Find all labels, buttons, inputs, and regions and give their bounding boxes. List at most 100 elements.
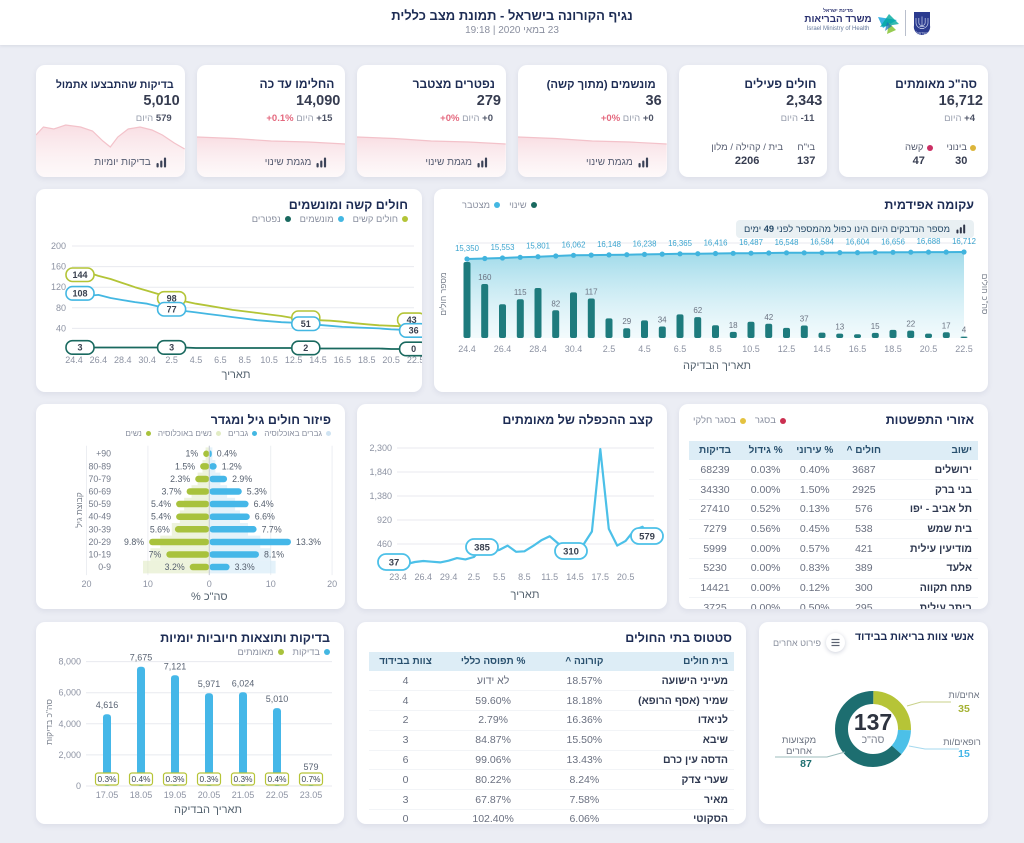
- svg-text:28.4: 28.4: [114, 355, 132, 365]
- svg-text:30.4: 30.4: [565, 344, 583, 354]
- svg-text:2.5: 2.5: [165, 355, 178, 365]
- svg-text:15,350: 15,350: [455, 244, 480, 253]
- svg-text:16,062: 16,062: [562, 240, 586, 249]
- svg-text:23.05: 23.05: [300, 790, 323, 800]
- svg-text:0: 0: [207, 579, 212, 589]
- svg-text:0.3%: 0.3%: [166, 774, 186, 784]
- svg-text:0.7%: 0.7%: [302, 774, 322, 784]
- svg-text:24.4: 24.4: [65, 355, 83, 365]
- svg-text:35: 35: [958, 703, 970, 715]
- svg-text:10.5: 10.5: [260, 355, 278, 365]
- svg-text:8.1%: 8.1%: [264, 550, 284, 560]
- svg-text:0: 0: [76, 781, 81, 791]
- svg-text:117: 117: [585, 288, 598, 297]
- svg-text:סה"כ חולים: סה"כ חולים: [980, 274, 988, 315]
- svg-text:62: 62: [693, 306, 702, 315]
- svg-text:סה"כ בדיקות: סה"כ בדיקות: [44, 699, 54, 745]
- svg-text:144: 144: [72, 270, 87, 280]
- svg-text:5.5: 5.5: [493, 572, 506, 582]
- svg-text:16,238: 16,238: [633, 239, 657, 248]
- svg-text:20.5: 20.5: [920, 344, 938, 354]
- svg-text:קבוצת גיל: קבוצת גיל: [74, 492, 84, 527]
- svg-text:20: 20: [81, 579, 91, 589]
- svg-text:20: 20: [327, 579, 337, 589]
- svg-text:98: 98: [167, 294, 177, 304]
- svg-text:21.05: 21.05: [232, 790, 255, 800]
- svg-text:0.3%: 0.3%: [234, 774, 254, 784]
- svg-text:3.2%: 3.2%: [165, 562, 185, 572]
- svg-text:ישראל: ישראל: [916, 31, 927, 36]
- svg-text:22.05: 22.05: [266, 790, 289, 800]
- svg-text:26.4: 26.4: [90, 355, 108, 365]
- svg-text:13.3%: 13.3%: [296, 537, 321, 547]
- svg-text:2.3%: 2.3%: [170, 474, 190, 484]
- svg-text:13: 13: [835, 323, 844, 332]
- svg-text:0.4%: 0.4%: [268, 774, 288, 784]
- svg-text:3: 3: [77, 343, 82, 353]
- svg-text:23.4: 23.4: [389, 572, 407, 582]
- svg-text:6.6%: 6.6%: [255, 512, 275, 522]
- svg-text:2.5: 2.5: [603, 344, 616, 354]
- svg-text:4,000: 4,000: [58, 719, 81, 729]
- svg-text:29: 29: [622, 317, 631, 326]
- svg-text:18.5: 18.5: [884, 344, 902, 354]
- svg-text:17.5: 17.5: [592, 572, 610, 582]
- svg-text:תאריך הבדיקה: תאריך הבדיקה: [683, 360, 751, 372]
- svg-text:4,616: 4,616: [96, 700, 119, 710]
- svg-text:50-59: 50-59: [89, 499, 112, 509]
- svg-text:2: 2: [303, 343, 308, 353]
- svg-text:6,000: 6,000: [58, 688, 81, 698]
- svg-text:16,487: 16,487: [739, 238, 763, 247]
- svg-text:מקצועות: מקצועות: [782, 735, 816, 746]
- svg-text:15: 15: [958, 748, 970, 760]
- svg-text:5,010: 5,010: [266, 694, 289, 704]
- svg-text:16,688: 16,688: [917, 237, 941, 246]
- svg-text:5.3%: 5.3%: [247, 487, 267, 497]
- svg-text:14.5: 14.5: [813, 344, 831, 354]
- svg-text:0.3%: 0.3%: [98, 774, 118, 784]
- svg-text:42: 42: [764, 313, 773, 322]
- svg-text:77: 77: [167, 304, 177, 314]
- svg-text:16.5: 16.5: [849, 344, 867, 354]
- svg-text:18: 18: [729, 321, 738, 330]
- svg-text:3.7%: 3.7%: [162, 487, 182, 497]
- svg-text:80-89: 80-89: [89, 461, 112, 471]
- svg-text:10.5: 10.5: [742, 344, 760, 354]
- svg-text:3.3%: 3.3%: [235, 562, 255, 572]
- svg-text:תאריך: תאריך: [222, 369, 251, 381]
- svg-text:16,148: 16,148: [597, 240, 621, 249]
- svg-text:1.2%: 1.2%: [222, 461, 242, 471]
- svg-text:10-19: 10-19: [89, 550, 112, 560]
- svg-text:2,300: 2,300: [369, 443, 392, 453]
- svg-text:60-69: 60-69: [89, 487, 112, 497]
- svg-text:80: 80: [56, 303, 66, 313]
- svg-text:15,801: 15,801: [526, 242, 550, 251]
- svg-text:310: 310: [563, 546, 579, 557]
- svg-text:סה"כ: סה"כ: [862, 734, 885, 746]
- svg-text:43: 43: [407, 315, 417, 325]
- svg-text:16,604: 16,604: [846, 238, 871, 247]
- svg-text:5,971: 5,971: [198, 679, 221, 689]
- svg-text:תאריך הבדיקה: תאריך הבדיקה: [174, 804, 242, 816]
- svg-text:רופאים/ות: רופאים/ות: [943, 737, 981, 747]
- svg-text:0-9: 0-9: [98, 562, 111, 572]
- svg-text:18.5: 18.5: [358, 355, 376, 365]
- svg-text:19.05: 19.05: [164, 790, 187, 800]
- svg-text:0.4%: 0.4%: [132, 774, 152, 784]
- svg-text:10: 10: [143, 579, 153, 589]
- svg-text:16,416: 16,416: [704, 239, 728, 248]
- svg-text:1%: 1%: [185, 449, 198, 459]
- svg-text:5.4%: 5.4%: [151, 499, 171, 509]
- svg-text:תאריך: תאריך: [511, 589, 540, 601]
- svg-text:22.5: 22.5: [407, 355, 422, 365]
- svg-text:26.4: 26.4: [494, 344, 512, 354]
- svg-text:200: 200: [51, 241, 66, 251]
- svg-text:8.5: 8.5: [709, 344, 722, 354]
- svg-text:51: 51: [301, 319, 311, 329]
- svg-text:אחים/ות: אחים/ות: [949, 690, 980, 700]
- svg-text:0.4%: 0.4%: [217, 449, 237, 459]
- svg-text:8.5: 8.5: [518, 572, 531, 582]
- svg-text:16,584: 16,584: [810, 238, 835, 247]
- svg-text:5.6%: 5.6%: [150, 524, 170, 534]
- svg-text:20.5: 20.5: [617, 572, 635, 582]
